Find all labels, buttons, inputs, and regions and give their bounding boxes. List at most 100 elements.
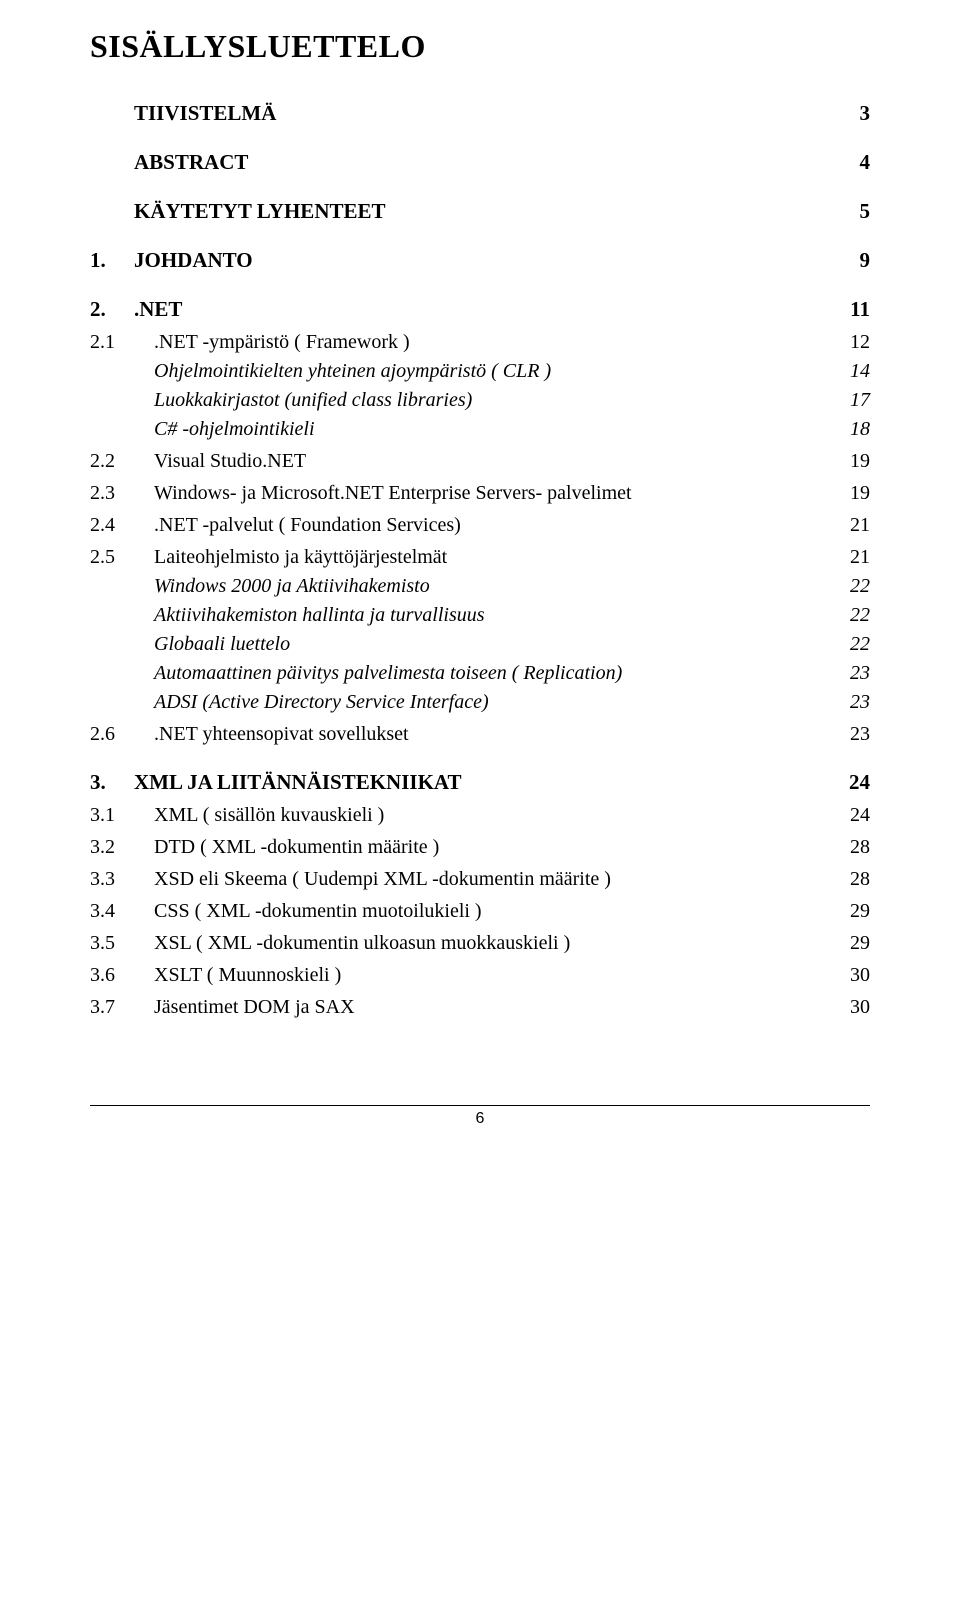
toc-entry-page: 29: [850, 933, 870, 953]
toc-entry-number: 2.3: [90, 483, 154, 503]
toc-entry-page: 19: [850, 483, 870, 503]
toc-entry: 1.JOHDANTO 9: [90, 250, 870, 271]
toc-entry-page: 23: [850, 724, 870, 744]
toc-title: SISÄLLYSLUETTELO: [90, 28, 870, 65]
toc-entry-page: 21: [850, 515, 870, 535]
toc-entry-page: 12: [850, 332, 870, 352]
toc-entry-page: 23: [850, 663, 870, 683]
toc-entry: ABSTRACT 4: [90, 152, 870, 173]
toc-entry-label: TIIVISTELMÄ: [134, 103, 276, 124]
toc-entry-label: XML JA LIITÄNNÄISTEKNIIKAT: [134, 772, 462, 793]
toc-entry: ADSI (Active Directory Service Interface…: [154, 692, 870, 712]
toc-entry-number: 3.1: [90, 805, 154, 825]
toc-entry: 2.1.NET -ympäristö ( Framework ) 12: [90, 332, 870, 352]
toc-entry-label: Jäsentimet DOM ja SAX: [154, 997, 355, 1017]
toc-entry-page: 4: [860, 152, 871, 173]
toc-entry: 2.3Windows- ja Microsoft.NET Enterprise …: [90, 483, 870, 503]
toc-entry-label: .NET -palvelut ( Foundation Services): [154, 515, 461, 535]
toc-entry-label: ABSTRACT: [134, 152, 248, 173]
toc-entry-label: Automaattinen päivitys palvelimesta tois…: [154, 663, 622, 683]
toc-entry: 2.6.NET yhteensopivat sovellukset 23: [90, 724, 870, 744]
toc-entry-label: DTD ( XML -dokumentin määrite ): [154, 837, 439, 857]
footer-divider: [90, 1105, 870, 1106]
toc-entry: 3.4CSS ( XML -dokumentin muotoilukieli )…: [90, 901, 870, 921]
toc-entry-page: 24: [850, 805, 870, 825]
toc-entry: 2.2Visual Studio.NET 19: [90, 451, 870, 471]
toc-entry-label: .NET -ympäristö ( Framework ): [154, 332, 410, 352]
toc-entry-page: 30: [850, 965, 870, 985]
toc-entry-label: .NET yhteensopivat sovellukset: [154, 724, 409, 744]
toc-entry-number: 3.7: [90, 997, 154, 1017]
toc-entry: Automaattinen päivitys palvelimesta tois…: [154, 663, 870, 683]
toc-entry: Windows 2000 ja Aktiivihakemisto 22: [154, 576, 870, 596]
toc-entry-label: Windows- ja Microsoft.NET Enterprise Ser…: [154, 483, 632, 503]
toc-entry-number: 3.6: [90, 965, 154, 985]
toc-entry-number: 2.6: [90, 724, 154, 744]
toc-entry: Globaali luettelo 22: [154, 634, 870, 654]
toc-entry-number: 3.5: [90, 933, 154, 953]
toc-entry-page: 30: [850, 997, 870, 1017]
toc-entry: 3.1XML ( sisällön kuvauskieli ) 24: [90, 805, 870, 825]
toc-entry: 3.6XSLT ( Muunnoskieli ) 30: [90, 965, 870, 985]
toc-entry: 3.3XSD eli Skeema ( Uudempi XML -dokumen…: [90, 869, 870, 889]
toc-entry-number: 2.5: [90, 547, 154, 567]
page-container: SISÄLLYSLUETTELO TIIVISTELMÄ 3 ABSTRACT 4…: [0, 0, 960, 1168]
toc-entry-page: 11: [850, 299, 870, 320]
toc-entry-label: CSS ( XML -dokumentin muotoilukieli ): [154, 901, 482, 921]
toc-entry: 2.4.NET -palvelut ( Foundation Services)…: [90, 515, 870, 535]
toc-entry-page: 9: [860, 250, 871, 271]
toc-entry: 2..NET 11: [90, 299, 870, 320]
toc-entry-label: ADSI (Active Directory Service Interface…: [154, 692, 489, 712]
toc-entry-page: 17: [850, 390, 870, 410]
toc-entry-label: Ohjelmointikielten yhteinen ajoympäristö…: [154, 361, 551, 381]
toc-entry-page: 3: [860, 103, 871, 124]
toc-entry: 2.5Laiteohjelmisto ja käyttöjärjestelmät…: [90, 547, 870, 567]
toc-entry-page: 5: [860, 201, 871, 222]
toc-entry-page: 22: [850, 605, 870, 625]
toc-entry: Luokkakirjastot (unified class libraries…: [154, 390, 870, 410]
toc-entry: Aktiivihakemiston hallinta ja turvallisu…: [154, 605, 870, 625]
toc-entry-page: 29: [850, 901, 870, 921]
toc-entry: Ohjelmointikielten yhteinen ajoympäristö…: [154, 361, 870, 381]
footer-page-number: 6: [90, 1110, 870, 1128]
toc-entry: 3.7Jäsentimet DOM ja SAX 30: [90, 997, 870, 1017]
toc-entry-number: 2.4: [90, 515, 154, 535]
toc-entry: 3.XML JA LIITÄNNÄISTEKNIIKAT 24: [90, 772, 870, 793]
toc-entry-label: KÄYTETYT LYHENTEET: [134, 201, 386, 222]
toc-entry: KÄYTETYT LYHENTEET 5: [90, 201, 870, 222]
toc-entry-label: .NET: [134, 299, 182, 320]
toc-entry-page: 28: [850, 837, 870, 857]
toc-entry-label: XML ( sisällön kuvauskieli ): [154, 805, 384, 825]
toc-entry-label: JOHDANTO: [134, 250, 253, 271]
toc-entry-page: 19: [850, 451, 870, 471]
toc-entry-page: 28: [850, 869, 870, 889]
toc-entry-label: C# -ohjelmointikieli: [154, 419, 315, 439]
toc-entry-number: 3.3: [90, 869, 154, 889]
toc-entry-number: 3.4: [90, 901, 154, 921]
toc-entry-label: Windows 2000 ja Aktiivihakemisto: [154, 576, 430, 596]
toc-entry-label: Laiteohjelmisto ja käyttöjärjestelmät: [154, 547, 447, 567]
toc-entry-page: 22: [850, 634, 870, 654]
toc-entry-page: 21: [850, 547, 870, 567]
toc-entry-number: 3.: [90, 772, 134, 793]
toc-entry-page: 18: [850, 419, 870, 439]
toc-entry-number: 2.2: [90, 451, 154, 471]
toc-entry-label: XSLT ( Muunnoskieli ): [154, 965, 341, 985]
toc-entry-page: 23: [850, 692, 870, 712]
toc-entry: 3.5XSL ( XML -dokumentin ulkoasun muokka…: [90, 933, 870, 953]
toc-entry-label: Globaali luettelo: [154, 634, 290, 654]
toc-entry: TIIVISTELMÄ 3: [90, 103, 870, 124]
toc-entry-number: 2.1: [90, 332, 154, 352]
toc-entry-page: 24: [849, 772, 870, 793]
toc-entry: C# -ohjelmointikieli 18: [154, 419, 870, 439]
toc-entry-label: XSD eli Skeema ( Uudempi XML -dokumentin…: [154, 869, 611, 889]
toc-entry-label: Visual Studio.NET: [154, 451, 306, 471]
toc-entry-page: 14: [850, 361, 870, 381]
toc-entry-label: Aktiivihakemiston hallinta ja turvallisu…: [154, 605, 485, 625]
toc-entry-page: 22: [850, 576, 870, 596]
page-footer: 6: [90, 1105, 870, 1128]
toc-entry-label: Luokkakirjastot (unified class libraries…: [154, 390, 472, 410]
toc-entry-number: 2.: [90, 299, 134, 320]
toc-entry-number: 1.: [90, 250, 134, 271]
toc-list: TIIVISTELMÄ 3 ABSTRACT 4 KÄYTETYT LYHENTEE…: [90, 103, 870, 1017]
